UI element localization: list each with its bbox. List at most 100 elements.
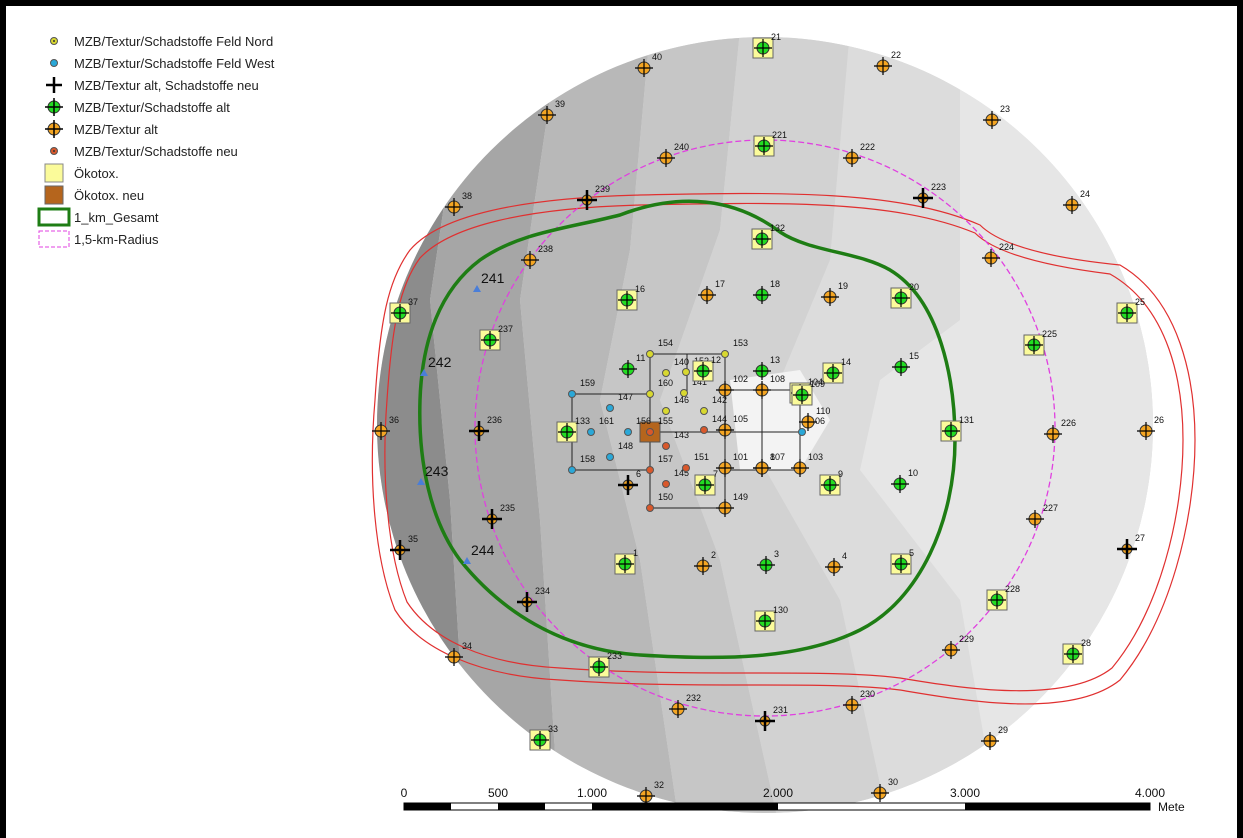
sample-point-11[interactable]: 11	[619, 353, 645, 378]
sample-point-240[interactable]: 240	[657, 142, 689, 167]
sample-point-156[interactable]: 156	[624, 416, 652, 436]
sample-point-159[interactable]: 159	[568, 378, 596, 398]
sample-point-160[interactable]: 160	[646, 378, 674, 398]
sample-point-146[interactable]: 146	[662, 395, 690, 415]
sample-point-130[interactable]: 130	[754, 605, 788, 632]
sample-point-12[interactable]: 12	[692, 355, 721, 382]
sample-point-25[interactable]: 25	[1116, 297, 1145, 324]
sample-point-107[interactable]: 107	[753, 452, 785, 477]
sample-point-102[interactable]: 102	[716, 374, 748, 399]
sample-point-148[interactable]: 148	[606, 441, 634, 461]
sample-point-34[interactable]: 34	[445, 641, 472, 666]
sample-point-3[interactable]: 3	[757, 549, 779, 574]
extra-point-243[interactable]: 243	[417, 463, 449, 485]
sample-point-221[interactable]: 221	[753, 130, 787, 157]
sample-point-133[interactable]: 133	[556, 416, 590, 443]
sample-point-22[interactable]: 22	[874, 50, 901, 75]
sample-point-239[interactable]: 239	[577, 184, 610, 210]
sample-point-29[interactable]: 29	[981, 725, 1008, 750]
sample-point-140[interactable]: 140	[662, 357, 690, 377]
sample-point-13[interactable]: 13	[753, 355, 780, 380]
sample-point-230[interactable]: 230	[843, 689, 875, 714]
sample-point-38[interactable]: 38	[445, 191, 472, 216]
sample-point-32[interactable]: 32	[637, 780, 664, 805]
sample-point-109[interactable]: 109	[791, 379, 825, 406]
sample-point-151[interactable]: 151	[682, 452, 710, 472]
sample-point-40[interactable]: 40	[635, 52, 662, 77]
sample-point-15[interactable]: 15	[892, 351, 919, 376]
sample-point-6[interactable]: 6	[618, 469, 641, 495]
sample-point-236[interactable]: 236	[469, 415, 502, 441]
sample-point-30[interactable]: 30	[871, 777, 898, 802]
sample-point-223[interactable]: 223	[913, 182, 946, 208]
sample-point-10[interactable]: 10	[891, 468, 918, 493]
sample-point-21[interactable]: 21	[752, 32, 781, 59]
point-label: 221	[772, 130, 787, 140]
sample-point-24[interactable]: 24	[1063, 189, 1090, 214]
sample-point-154[interactable]: 154	[646, 338, 674, 358]
sample-point-36[interactable]: 36	[372, 415, 399, 440]
point-label: 34	[462, 641, 472, 651]
sample-point-35[interactable]: 35	[390, 534, 418, 560]
sample-point-5[interactable]: 5	[890, 548, 914, 575]
sample-point-144[interactable]: 144	[700, 414, 728, 434]
sample-point-235[interactable]: 235	[482, 503, 515, 529]
sample-point-147[interactable]: 147	[606, 392, 634, 412]
sample-point-18[interactable]: 18	[753, 279, 780, 304]
sample-point-14[interactable]: 14	[822, 357, 851, 384]
sample-point-26[interactable]: 26	[1137, 415, 1164, 440]
extra-point-241[interactable]: 241	[473, 270, 505, 292]
sample-point-132[interactable]: 132	[751, 223, 785, 250]
sample-point-238[interactable]: 238	[521, 244, 553, 269]
sample-point-2[interactable]: 2	[694, 550, 716, 575]
sample-point-229[interactable]: 229	[942, 634, 974, 659]
sample-point-101[interactable]: 101	[716, 452, 748, 477]
sample-point-149[interactable]: 149	[716, 492, 748, 517]
sample-point-150[interactable]: 150	[646, 492, 674, 512]
sample-point-9[interactable]: 9	[819, 469, 843, 496]
sample-point-227[interactable]: 227	[1026, 503, 1058, 528]
sample-point-233[interactable]: 233	[588, 651, 622, 678]
sample-point-157[interactable]: 157	[646, 454, 674, 474]
sample-point-4[interactable]: 4	[825, 551, 847, 576]
sample-point-7[interactable]: 7	[694, 469, 718, 496]
sample-point-106[interactable]: 106	[798, 416, 826, 436]
sample-point-153[interactable]: 153	[721, 338, 749, 358]
sample-point-224[interactable]: 224	[982, 242, 1014, 267]
sample-point-33[interactable]: 33	[529, 724, 558, 751]
sample-point-37[interactable]: 37	[389, 297, 418, 324]
sample-point-232[interactable]: 232	[669, 693, 701, 718]
sample-point-108[interactable]: 108	[753, 374, 785, 399]
sample-point-145[interactable]: 145	[662, 468, 690, 488]
sample-point-225[interactable]: 225	[1023, 329, 1057, 356]
sample-point-234[interactable]: 234	[517, 586, 550, 612]
sample-point-142[interactable]: 142	[700, 395, 728, 415]
sample-point-228[interactable]: 228	[986, 584, 1020, 611]
sample-point-23[interactable]: 23	[983, 104, 1010, 129]
sample-point-131[interactable]: 131	[940, 415, 974, 442]
extra-point-244[interactable]: 244	[463, 542, 495, 564]
extra-point-242[interactable]: 242	[420, 354, 452, 376]
sample-point-17[interactable]: 17	[698, 279, 725, 304]
sample-point-20[interactable]: 20	[890, 282, 919, 309]
sample-point-141[interactable]: 141	[680, 377, 708, 397]
sample-point-27[interactable]: 27	[1117, 533, 1145, 559]
sample-point-222[interactable]: 222	[843, 142, 875, 167]
point-label: 25	[1135, 297, 1145, 307]
sample-point-110[interactable]: 110	[799, 406, 830, 431]
sample-point-155[interactable]: 155	[639, 416, 673, 443]
sample-point-158[interactable]: 158	[568, 454, 596, 474]
sample-point-28[interactable]: 28	[1062, 638, 1091, 665]
sample-point-226[interactable]: 226	[1044, 418, 1076, 443]
sample-point-39[interactable]: 39	[538, 99, 565, 124]
sample-point-237[interactable]: 237	[479, 324, 513, 351]
sample-point-16[interactable]: 16	[616, 284, 645, 311]
sample-point-231[interactable]: 231	[755, 705, 788, 731]
sample-point-105[interactable]: 105	[716, 414, 748, 439]
sample-point-143[interactable]: 143	[662, 430, 690, 450]
sample-point-19[interactable]: 19	[821, 281, 848, 306]
sample-point-103[interactable]: 103	[791, 452, 823, 477]
sample-point-1[interactable]: 1	[614, 548, 638, 575]
sample-point-161[interactable]: 161	[587, 416, 615, 436]
